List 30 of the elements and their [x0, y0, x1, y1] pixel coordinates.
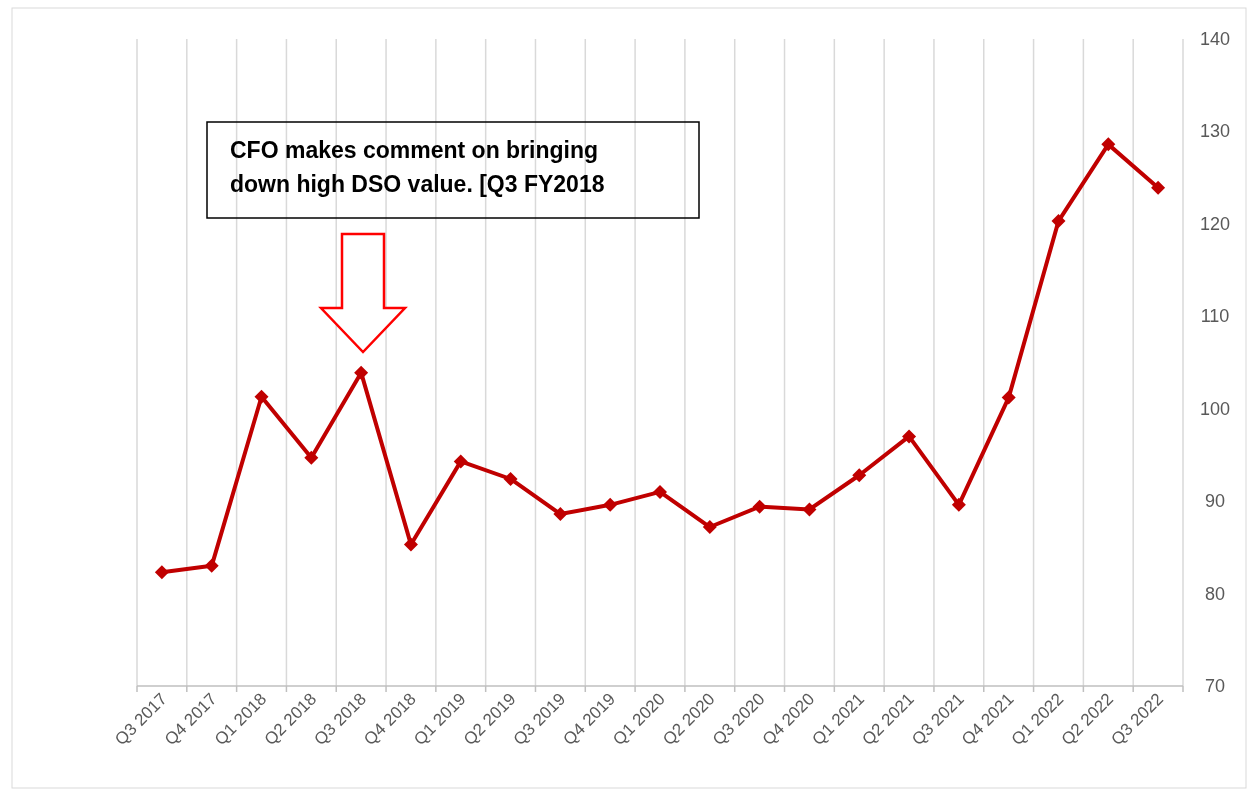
y-tick-label: 90: [1204, 491, 1226, 512]
point: [354, 365, 369, 380]
point: [453, 454, 468, 469]
point: [503, 471, 518, 486]
annotation: CFO makes comment on bringing down high DSO value. [Q3 FY2018: [230, 137, 605, 197]
y-tick-label: 110: [1200, 306, 1230, 327]
point: [852, 468, 867, 483]
point: [1001, 390, 1016, 405]
point: [254, 389, 269, 404]
y-tick-label: 140: [1199, 29, 1231, 49]
point: [1051, 214, 1066, 229]
point: [802, 502, 817, 517]
y-tick-label: 70: [1204, 676, 1226, 696]
point: [1101, 137, 1116, 152]
point: [752, 499, 767, 514]
point: [1151, 180, 1166, 195]
y-tick-label: 100: [1199, 398, 1231, 419]
point: [653, 484, 667, 499]
y-tick-label: 120: [1199, 213, 1231, 234]
y-tick-label: 130: [1199, 121, 1231, 142]
point: [204, 558, 219, 573]
point: [603, 497, 618, 512]
point: [154, 565, 169, 580]
point: [902, 429, 917, 444]
point: [951, 497, 966, 512]
point: [304, 450, 319, 465]
point: [702, 520, 717, 535]
point: [553, 507, 568, 522]
y-tick-label: 80: [1204, 583, 1226, 604]
point: [403, 537, 418, 552]
